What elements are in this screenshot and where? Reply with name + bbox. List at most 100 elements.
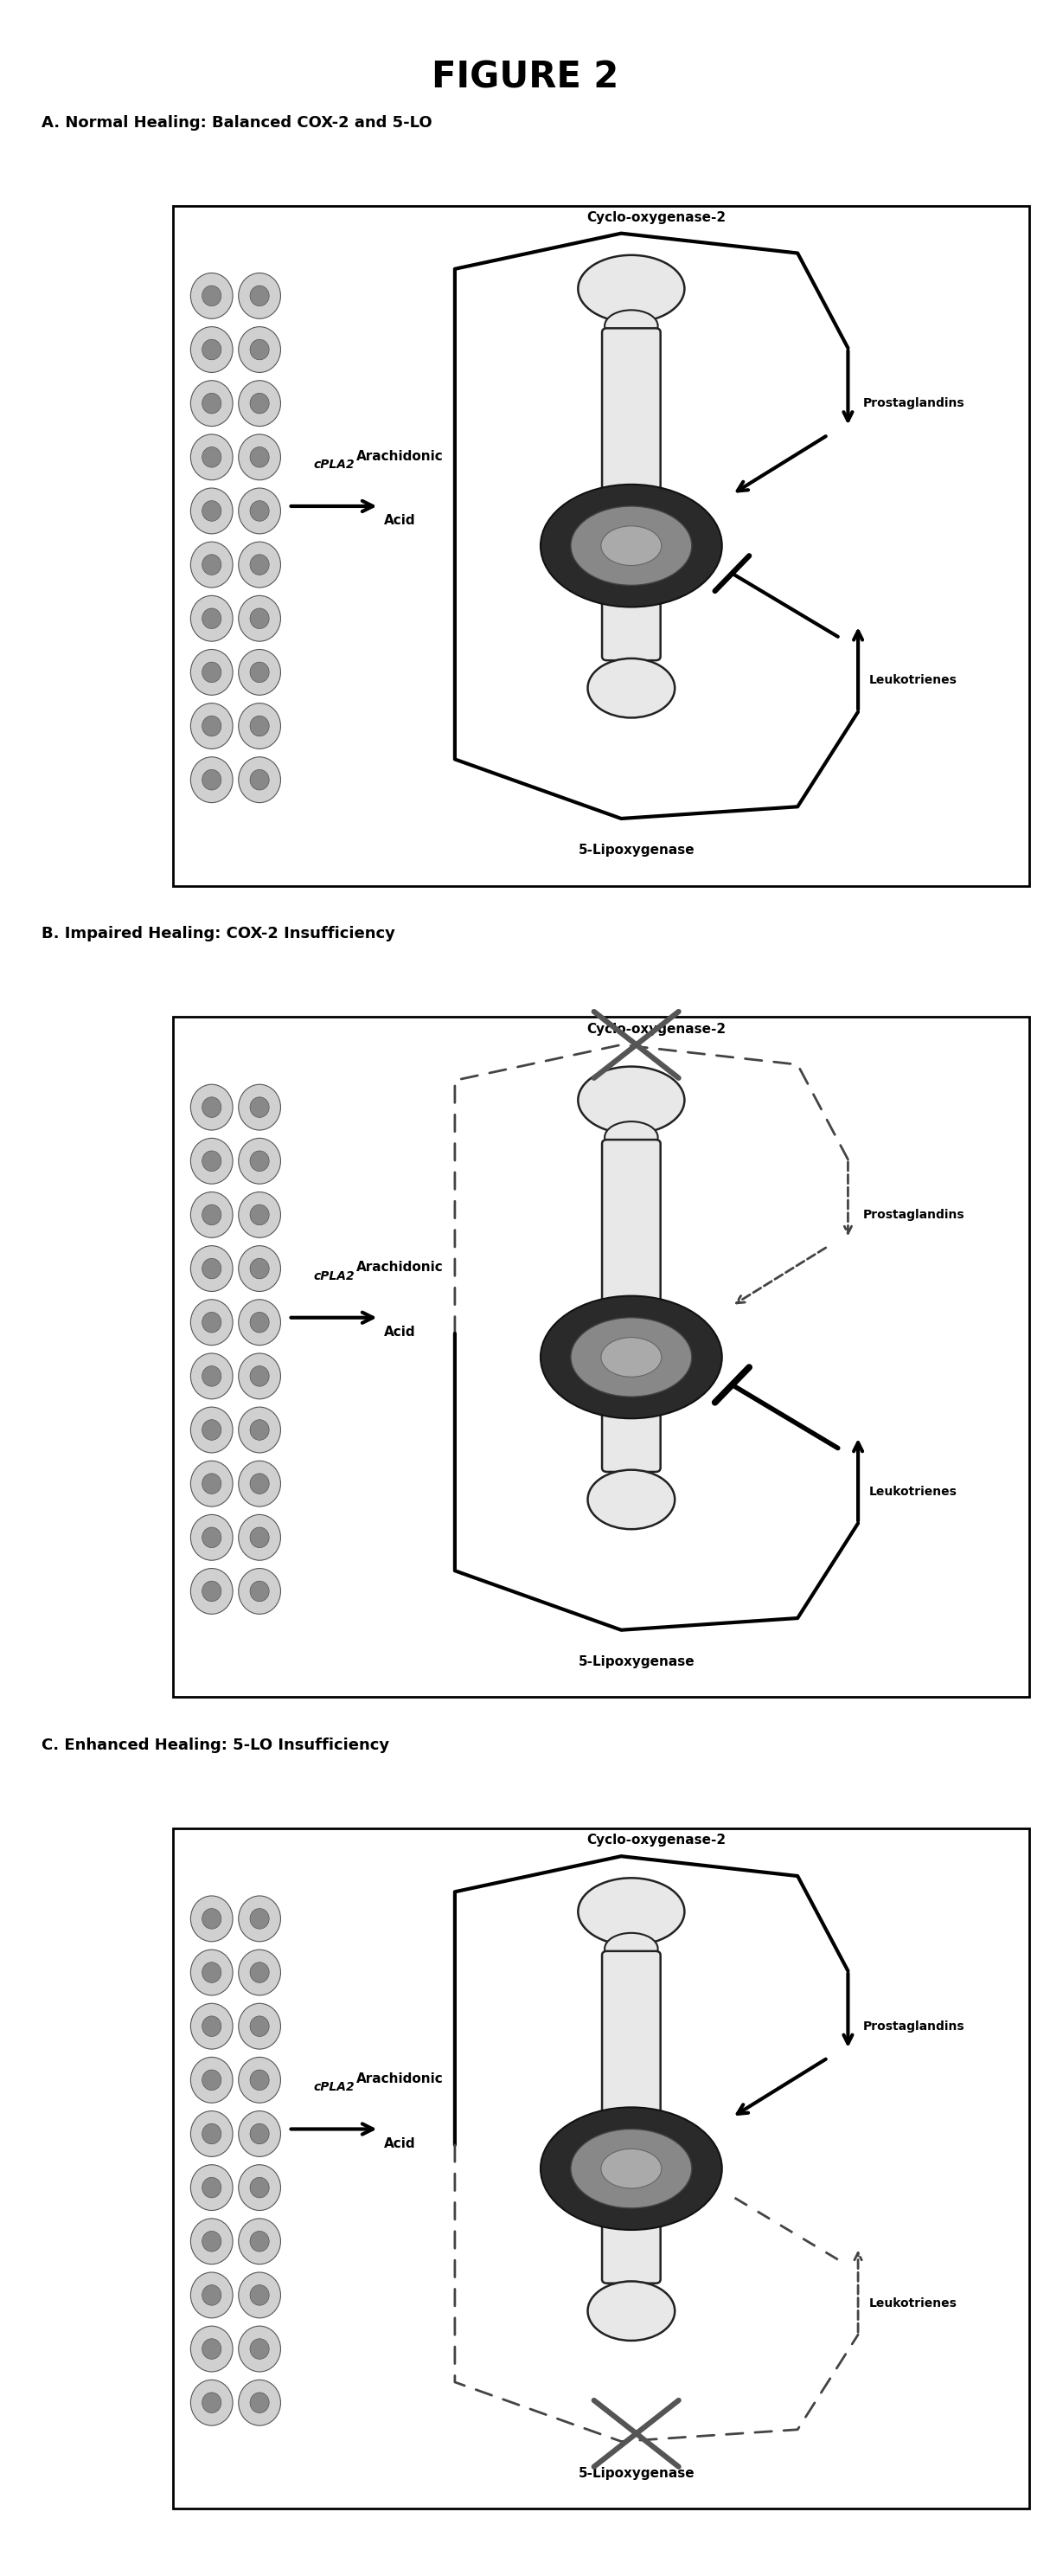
Ellipse shape (541, 1296, 722, 1419)
Ellipse shape (250, 608, 269, 629)
Ellipse shape (191, 757, 233, 804)
Bar (172, 206, 1029, 886)
Ellipse shape (191, 1896, 233, 1942)
Ellipse shape (250, 716, 269, 737)
Ellipse shape (238, 2380, 280, 2427)
Ellipse shape (238, 327, 280, 374)
Ellipse shape (191, 2326, 233, 2372)
Ellipse shape (238, 2272, 280, 2318)
Ellipse shape (202, 1419, 222, 1440)
Ellipse shape (238, 2004, 280, 2048)
Text: Arachidonic: Arachidonic (356, 2074, 443, 2087)
Text: Prostaglandins: Prostaglandins (863, 397, 964, 410)
Ellipse shape (202, 1963, 222, 1984)
Ellipse shape (250, 2069, 269, 2089)
Text: cPLA2: cPLA2 (313, 1270, 355, 1283)
Ellipse shape (238, 1950, 280, 1996)
Ellipse shape (238, 1461, 280, 1507)
Ellipse shape (191, 2380, 233, 2427)
Ellipse shape (202, 554, 222, 574)
Ellipse shape (202, 770, 222, 791)
Ellipse shape (202, 340, 222, 361)
Ellipse shape (202, 1582, 222, 1602)
Ellipse shape (238, 1139, 280, 1185)
Text: Acid: Acid (383, 1327, 415, 1340)
Text: cPLA2: cPLA2 (313, 2081, 355, 2094)
Ellipse shape (250, 1473, 269, 1494)
Ellipse shape (238, 2058, 280, 2102)
Ellipse shape (238, 273, 280, 319)
Ellipse shape (250, 446, 269, 466)
Ellipse shape (238, 541, 280, 587)
Ellipse shape (250, 1151, 269, 1172)
Ellipse shape (191, 1298, 233, 1345)
Ellipse shape (238, 381, 280, 425)
Ellipse shape (191, 1950, 233, 1996)
Ellipse shape (191, 1193, 233, 1236)
Ellipse shape (191, 487, 233, 533)
Text: 5-Lipoxygenase: 5-Lipoxygenase (579, 2468, 694, 2481)
Ellipse shape (541, 484, 722, 608)
Ellipse shape (238, 435, 280, 479)
Ellipse shape (579, 255, 685, 322)
Ellipse shape (579, 1878, 685, 1945)
Ellipse shape (191, 381, 233, 425)
Ellipse shape (601, 526, 661, 567)
Ellipse shape (579, 1066, 685, 1133)
Ellipse shape (250, 1097, 269, 1118)
Ellipse shape (238, 2110, 280, 2156)
Ellipse shape (202, 2285, 222, 2306)
Ellipse shape (238, 2218, 280, 2264)
Ellipse shape (202, 1206, 222, 1226)
Ellipse shape (250, 286, 269, 307)
Ellipse shape (238, 1193, 280, 1236)
Ellipse shape (238, 487, 280, 533)
Ellipse shape (250, 1365, 269, 1386)
Ellipse shape (238, 757, 280, 804)
Ellipse shape (571, 1316, 692, 1396)
Ellipse shape (238, 595, 280, 641)
Bar (172, 1018, 1029, 1698)
Text: FIGURE 2: FIGURE 2 (432, 59, 618, 95)
Text: cPLA2: cPLA2 (313, 459, 355, 471)
Ellipse shape (250, 1909, 269, 1929)
Ellipse shape (238, 1896, 280, 1942)
Ellipse shape (202, 2393, 222, 2414)
Ellipse shape (250, 394, 269, 415)
Text: Acid: Acid (383, 515, 415, 528)
Ellipse shape (191, 1247, 233, 1291)
Ellipse shape (202, 2017, 222, 2038)
Ellipse shape (588, 659, 675, 719)
Ellipse shape (202, 1097, 222, 1118)
Ellipse shape (588, 1471, 675, 1530)
Ellipse shape (238, 2164, 280, 2210)
Ellipse shape (605, 309, 658, 343)
Text: Leukotrienes: Leukotrienes (869, 675, 958, 685)
Ellipse shape (191, 273, 233, 319)
Ellipse shape (202, 2069, 222, 2089)
Ellipse shape (250, 1257, 269, 1278)
Ellipse shape (250, 2177, 269, 2197)
Ellipse shape (250, 500, 269, 520)
Ellipse shape (250, 340, 269, 361)
Text: Leukotrienes: Leukotrienes (869, 2298, 958, 2308)
Ellipse shape (238, 1247, 280, 1291)
Ellipse shape (250, 2123, 269, 2143)
Ellipse shape (605, 1932, 658, 1965)
Text: Prostaglandins: Prostaglandins (863, 1208, 964, 1221)
Text: C. Enhanced Healing: 5-LO Insufficiency: C. Enhanced Healing: 5-LO Insufficiency (42, 1739, 390, 1754)
Ellipse shape (191, 2110, 233, 2156)
Ellipse shape (202, 608, 222, 629)
Ellipse shape (202, 394, 222, 415)
Text: Arachidonic: Arachidonic (356, 451, 443, 464)
Ellipse shape (250, 1528, 269, 1548)
Text: Cyclo-oxygenase-2: Cyclo-oxygenase-2 (587, 211, 727, 224)
Ellipse shape (250, 770, 269, 791)
Ellipse shape (191, 1569, 233, 1615)
Text: Arachidonic: Arachidonic (356, 1262, 443, 1275)
Ellipse shape (191, 1461, 233, 1507)
Ellipse shape (238, 1406, 280, 1453)
FancyBboxPatch shape (602, 1139, 660, 1471)
Ellipse shape (202, 1473, 222, 1494)
Ellipse shape (541, 2107, 722, 2231)
